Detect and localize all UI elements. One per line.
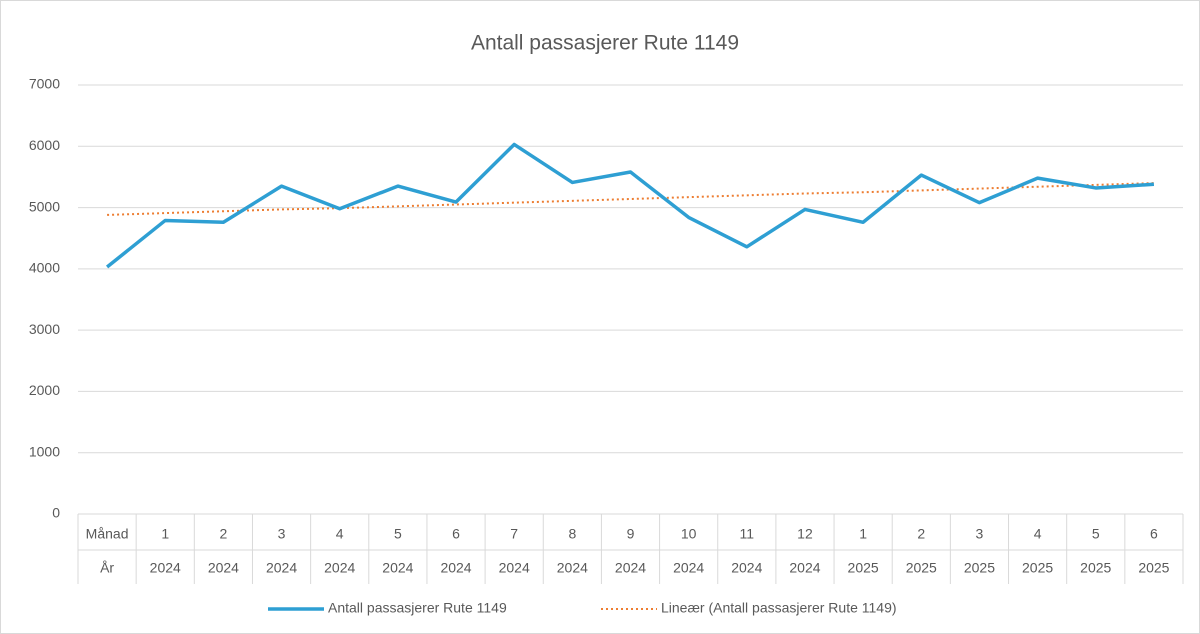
x-group-label: 2025	[848, 560, 879, 576]
x-group-label: 2024	[266, 560, 297, 576]
x-group-label: 2025	[1080, 560, 1111, 576]
x-tick-label: 8	[568, 526, 576, 542]
x-group-label: 2024	[557, 560, 588, 576]
x-group-label: 2025	[1022, 560, 1053, 576]
legend-label: Lineær (Antall passasjerer Rute 1149)	[661, 600, 897, 616]
x-tick-label: 6	[1150, 526, 1158, 542]
x-tick-label: 7	[510, 526, 518, 542]
x-tick-label: 3	[278, 526, 286, 542]
y-tick-label: 0	[52, 505, 60, 521]
x-group-label: 2024	[324, 560, 355, 576]
series-line	[105, 142, 1155, 269]
y-tick-label: 1000	[29, 443, 60, 459]
x-group-label: 2024	[208, 560, 239, 576]
x-tick-label: 2	[219, 526, 227, 542]
x-tick-label: Månad	[86, 526, 129, 542]
x-group-label: 2024	[382, 560, 413, 576]
x-group-label: 2024	[440, 560, 471, 576]
x-tick-label: 5	[394, 526, 402, 542]
x-group-label: 2024	[673, 560, 704, 576]
y-tick-label: 2000	[29, 382, 60, 398]
y-tick-label: 4000	[29, 260, 60, 276]
chart-title: Antall passasjerer Rute 1149	[471, 32, 739, 55]
x-group-label: 2024	[731, 560, 762, 576]
x-group-label: 2025	[906, 560, 937, 576]
y-tick-label: 5000	[29, 198, 60, 214]
y-tick-label: 3000	[29, 321, 60, 337]
x-group-label: 2024	[615, 560, 646, 576]
x-group-label: År	[100, 560, 114, 576]
x-tick-label: 6	[452, 526, 460, 542]
x-tick-label: 4	[1034, 526, 1042, 542]
x-tick-label: 2	[917, 526, 925, 542]
y-tick-label: 7000	[29, 76, 60, 92]
x-tick-label: 9	[627, 526, 635, 542]
x-group-label: 2025	[1138, 560, 1169, 576]
x-tick-label: 11	[740, 526, 755, 542]
x-tick-label: 4	[336, 526, 344, 542]
x-tick-label: 1	[859, 526, 867, 542]
x-group-label: 2024	[789, 560, 820, 576]
x-tick-label: 10	[681, 526, 697, 542]
legend-label: Antall passasjerer Rute 1149	[328, 600, 507, 616]
x-tick-label: 5	[1092, 526, 1100, 542]
x-tick-label: 3	[976, 526, 984, 542]
x-group-label: 2025	[964, 560, 995, 576]
x-group-label: 2024	[499, 560, 530, 576]
y-tick-label: 6000	[29, 137, 60, 153]
x-tick-label: 12	[797, 526, 813, 542]
x-group-label: 2024	[150, 560, 181, 576]
x-tick-label: 1	[161, 526, 169, 542]
